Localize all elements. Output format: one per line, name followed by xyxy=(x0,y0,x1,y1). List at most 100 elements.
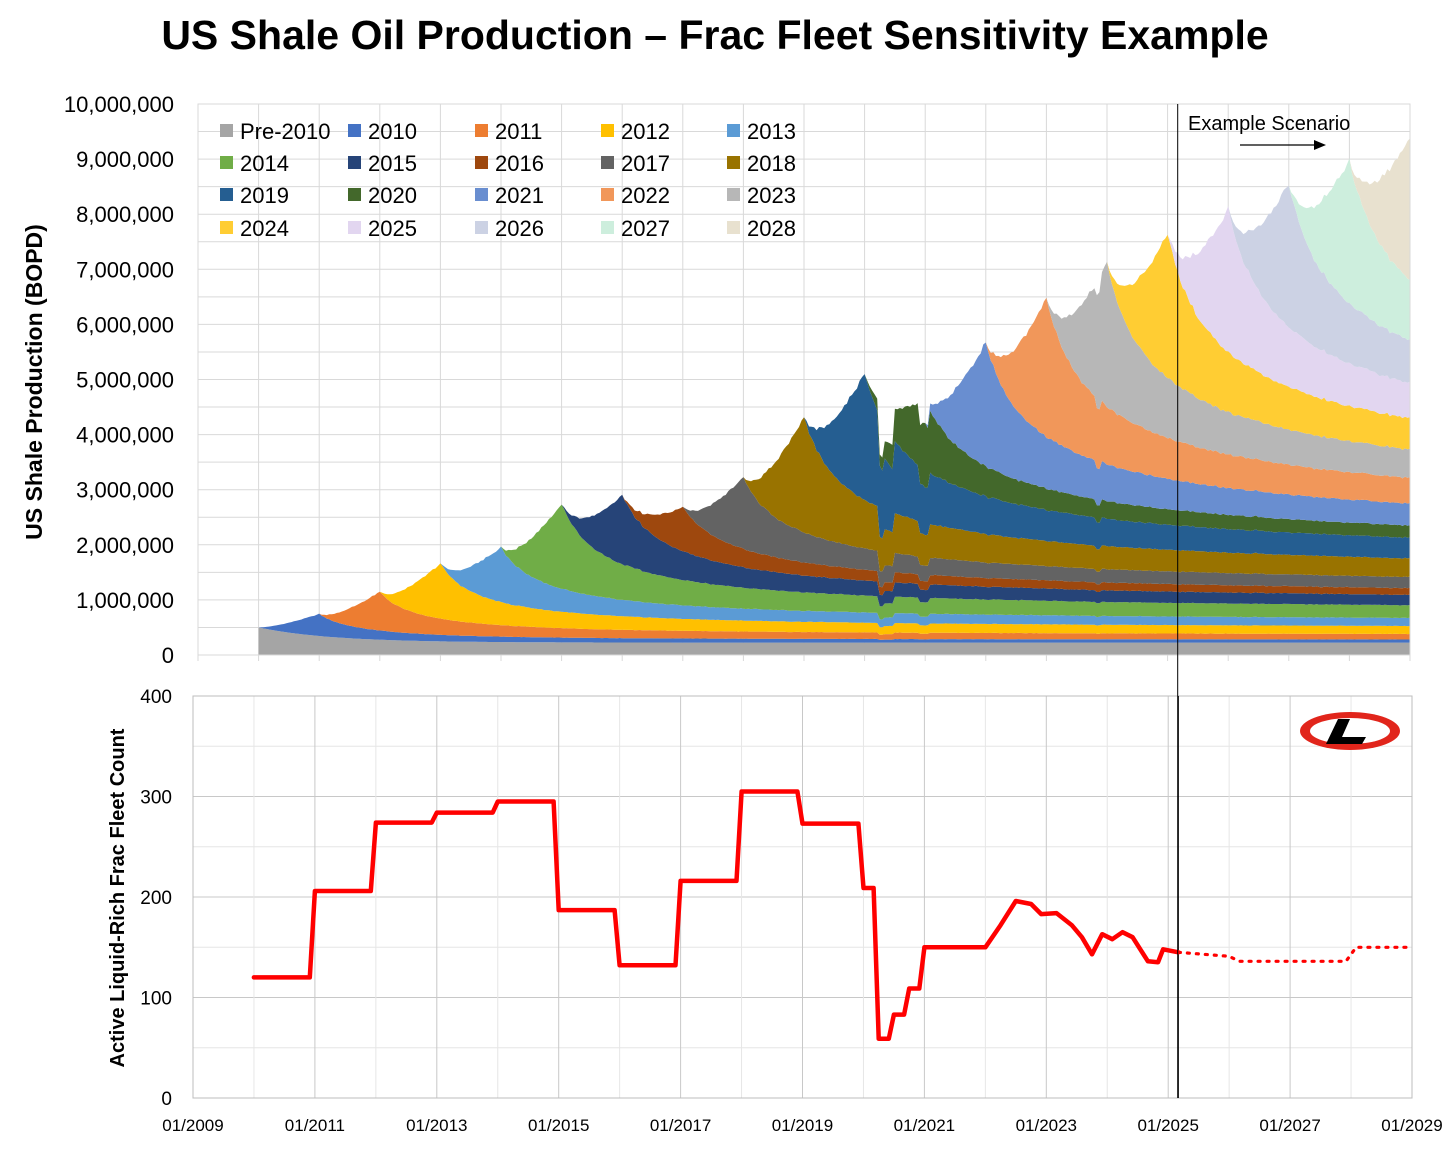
bottom-y-tick-label: 0 xyxy=(161,1089,172,1110)
top-y-tick-label: 1,000,000 xyxy=(76,588,174,613)
bottom-x-tick-label: 01/2029 xyxy=(1381,1116,1442,1135)
top-y-tick-label: 0 xyxy=(162,643,174,668)
legend-swatch xyxy=(348,188,361,201)
legend-swatch xyxy=(220,156,233,169)
bottom-x-tick-label: 01/2011 xyxy=(285,1116,345,1135)
area-2010 xyxy=(258,613,1411,643)
legend-label: 2023 xyxy=(747,183,796,208)
top-y-tick-label: 6,000,000 xyxy=(76,312,174,337)
bottom-x-tick-label: 01/2027 xyxy=(1259,1116,1320,1135)
area-2015 xyxy=(258,494,1411,628)
area-pre-2010 xyxy=(258,627,1411,655)
bottom-x-tick-label: 01/2009 xyxy=(162,1116,223,1135)
legend-label: 2020 xyxy=(368,183,417,208)
legend-label: 2022 xyxy=(621,183,670,208)
fleet-count-lines xyxy=(251,789,1414,1041)
area-2012 xyxy=(258,563,1411,635)
area-2022 xyxy=(258,297,1411,628)
bottom-x-tick-label: 01/2015 xyxy=(528,1116,589,1135)
area-2017 xyxy=(258,477,1411,628)
legend-swatch xyxy=(601,221,614,234)
legend-swatch xyxy=(601,156,614,169)
legend-swatch xyxy=(348,221,361,234)
top-y-tick-label: 10,000,000 xyxy=(64,92,174,117)
example-scenario-annotation: Example Scenario xyxy=(1188,113,1350,150)
legend-swatch xyxy=(475,156,488,169)
area-2019 xyxy=(258,374,1411,628)
legend-swatch xyxy=(727,188,740,201)
bottom-x-tick-label: 01/2013 xyxy=(406,1116,467,1135)
fleet-count-actual-line xyxy=(251,789,1181,1041)
legend-label: 2011 xyxy=(495,119,542,144)
legend-swatch xyxy=(348,156,361,169)
bottom-y-axis-label: Active Liquid-Rich Frac Fleet Count xyxy=(107,728,129,1067)
top-y-tick-label: 2,000,000 xyxy=(76,533,174,558)
legend-swatch xyxy=(475,188,488,201)
area-2013 xyxy=(258,546,1411,628)
example-scenario-arrowhead xyxy=(1314,140,1326,150)
legend-swatch xyxy=(601,124,614,137)
legend-swatch xyxy=(220,221,233,234)
top-y-tick-label: 8,000,000 xyxy=(76,202,174,227)
legend-swatch xyxy=(348,124,361,137)
legend-label: 2010 xyxy=(368,119,417,144)
legend-swatch xyxy=(727,156,740,169)
legend-label: 2026 xyxy=(495,216,544,241)
example-scenario-label: Example Scenario xyxy=(1188,113,1350,135)
bottom-chart-gridlines xyxy=(192,695,1413,1099)
legend-label: 2021 xyxy=(495,183,544,208)
legend-swatch xyxy=(727,221,740,234)
area-2027 xyxy=(258,158,1411,628)
top-chart-y-ticks: 10,000,000 9,000,000 8,000,000 7,000,000 6,0… xyxy=(64,92,174,668)
area-2023 xyxy=(258,261,1411,628)
legend-swatch xyxy=(601,188,614,201)
top-y-tick-label: 4,000,000 xyxy=(76,423,174,448)
area-2026 xyxy=(258,185,1411,628)
legend: Pre-2010 2010 2011 2012 2013 2014 2015 2016 2017… xyxy=(220,119,796,241)
chart-title: US Shale Oil Production – Frac Fleet Sen… xyxy=(161,12,1269,58)
legend-label: 2012 xyxy=(621,119,670,144)
legend-label: 2025 xyxy=(368,216,417,241)
bottom-y-tick-label: 400 xyxy=(140,687,172,708)
top-y-tick-label: 3,000,000 xyxy=(76,478,174,503)
area-2018 xyxy=(258,417,1411,628)
area-2021 xyxy=(258,342,1411,628)
top-y-tick-label: 7,000,000 xyxy=(76,257,174,282)
top-y-axis-label: US Shale Production (BOPD) xyxy=(21,224,47,540)
legend-swatch xyxy=(475,124,488,137)
legend-label: 2027 xyxy=(621,216,670,241)
top-chart-stacked-areas xyxy=(258,138,1411,655)
bottom-x-tick-label: 01/2019 xyxy=(772,1116,833,1135)
legend-swatch xyxy=(220,188,233,201)
fleet-count-scenario-line xyxy=(1176,945,1414,963)
top-y-tick-label: 5,000,000 xyxy=(76,368,174,393)
top-chart-frame xyxy=(197,103,1411,656)
legend-swatch xyxy=(475,221,488,234)
legend-label: 2016 xyxy=(495,151,544,176)
liberty-logo xyxy=(1300,712,1400,750)
bottom-x-tick-label: 01/2025 xyxy=(1137,1116,1198,1135)
area-2011 xyxy=(258,591,1411,640)
legend-label: 2014 xyxy=(240,151,289,176)
legend-label: 2028 xyxy=(747,216,796,241)
legend-label: 2013 xyxy=(747,119,796,144)
bottom-chart-frame xyxy=(192,695,1413,1099)
bottom-x-tick-label: 01/2023 xyxy=(1016,1116,1077,1135)
legend-label: Pre-2010 xyxy=(240,119,331,144)
bottom-y-tick-label: 200 xyxy=(140,888,172,909)
area-2014 xyxy=(258,504,1411,628)
bottom-chart-y-ticks: 400 300 200 100 0 xyxy=(140,687,172,1110)
bottom-x-tick-label: 01/2017 xyxy=(650,1116,711,1135)
bottom-x-tick-label: 01/2021 xyxy=(894,1116,955,1135)
legend-swatch xyxy=(727,124,740,137)
legend-label: 2015 xyxy=(368,151,417,176)
bottom-y-tick-label: 100 xyxy=(140,989,172,1010)
legend-label: 2017 xyxy=(621,151,670,176)
top-y-tick-label: 9,000,000 xyxy=(76,147,174,172)
bottom-y-tick-label: 300 xyxy=(140,788,172,809)
legend-label: 2018 xyxy=(747,151,796,176)
legend-label: 2019 xyxy=(240,183,289,208)
legend-label: 2024 xyxy=(240,216,289,241)
legend-swatch xyxy=(220,124,233,137)
